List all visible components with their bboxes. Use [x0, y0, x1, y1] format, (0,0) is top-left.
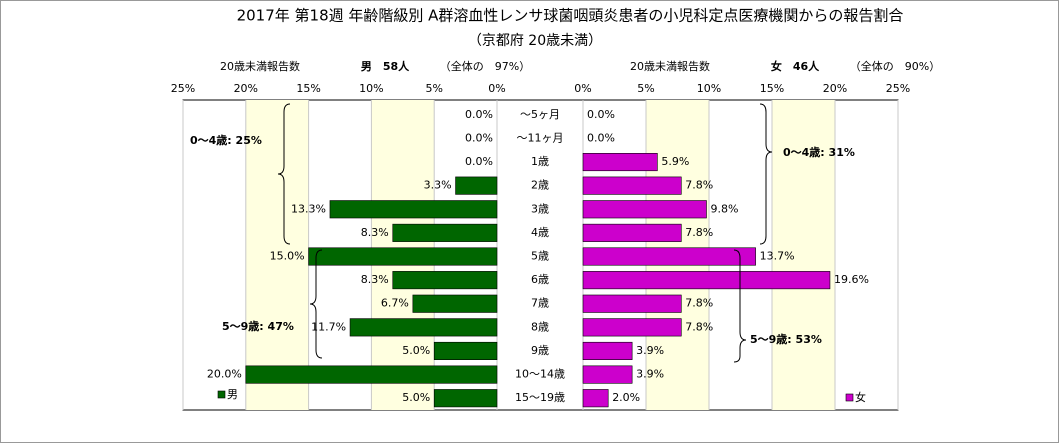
value-label: 0.0% — [587, 108, 615, 121]
category-label: 9歳 — [531, 344, 549, 357]
bar — [582, 271, 831, 290]
x-tick-label: 20% — [823, 82, 847, 95]
category-label: ～11ヶ月 — [517, 131, 564, 144]
legend-label: 男 — [227, 388, 238, 401]
value-label: 5.0% — [402, 391, 430, 404]
category-label: 15～19歳 — [515, 391, 565, 404]
value-label: 0.0% — [587, 131, 615, 144]
bar — [582, 200, 707, 219]
value-label: 5.0% — [402, 344, 430, 357]
value-label: 3.9% — [636, 368, 664, 381]
value-label: 0.0% — [465, 155, 493, 168]
x-tick-label: 0% — [488, 82, 505, 95]
x-tick-label: 5% — [637, 82, 654, 95]
header-share: （全体の 97%） — [440, 59, 530, 73]
value-label: 15.0% — [270, 250, 305, 263]
bar — [329, 200, 498, 219]
value-label: 0.0% — [465, 108, 493, 121]
bar — [433, 389, 498, 408]
value-label: 9.8% — [710, 202, 738, 215]
value-label: 20.0% — [207, 368, 242, 381]
x-tick-label: 0% — [574, 82, 591, 95]
category-label: 5歳 — [531, 250, 549, 263]
x-tick-label: 5% — [425, 82, 442, 95]
category-label: 4歳 — [531, 226, 549, 239]
category-label: 10～14歳 — [515, 368, 565, 381]
value-label: 11.7% — [311, 320, 346, 333]
value-label: 8.3% — [361, 273, 389, 286]
value-label: 0.0% — [465, 131, 493, 144]
annotation: 5～9歳: 47% — [222, 319, 294, 333]
category-label: 3歳 — [531, 202, 549, 215]
bar — [582, 318, 682, 337]
category-label: 8歳 — [531, 320, 549, 333]
legend-label: 女 — [855, 390, 866, 404]
bracket — [277, 103, 291, 245]
bar — [582, 153, 658, 172]
legend-swatch — [845, 393, 854, 402]
bar — [245, 365, 498, 384]
bar — [412, 294, 498, 313]
header-share: （全体の 90%） — [850, 59, 940, 73]
bar — [582, 247, 756, 266]
brackets — [277, 103, 773, 363]
bar — [582, 389, 609, 408]
value-label: 8.3% — [361, 226, 389, 239]
bracket — [759, 103, 773, 245]
value-label: 3.9% — [636, 344, 664, 357]
legend-swatch — [217, 390, 226, 399]
bracket — [309, 249, 323, 359]
header-count: 20歳未満報告数 — [220, 60, 300, 73]
bar — [392, 271, 498, 290]
value-label: 13.3% — [291, 202, 326, 215]
plot: 0% 5% 10% 15% 20% 25% 20歳未満報告数 男 58人 （全体の 97%） 0.… — [171, 59, 940, 411]
value-label: 19.6% — [834, 273, 869, 286]
value-label: 6.7% — [381, 297, 409, 310]
header-total: 男 58人 — [361, 59, 410, 73]
category-label: 2歳 — [531, 179, 549, 192]
header-count: 20歳未満報告数 — [630, 60, 710, 73]
category-label: 6歳 — [531, 273, 549, 286]
category-label: 1歳 — [531, 155, 549, 168]
category-label: ～5ヶ月 — [520, 108, 560, 121]
chart-title: 2017年 第18週 年齢階級別 A群溶血性レンサ球菌咽頭炎患者の小児科定点医療… — [237, 7, 904, 25]
category-label: 7歳 — [531, 297, 549, 310]
bar — [582, 365, 633, 384]
bar — [433, 341, 498, 360]
bar — [582, 223, 682, 242]
bar — [349, 318, 498, 337]
value-label: 7.8% — [685, 179, 713, 192]
annotation: 0～4歳: 25% — [190, 133, 262, 147]
bar — [455, 176, 498, 195]
bracket — [733, 249, 747, 363]
x-tick-label: 25% — [171, 82, 195, 95]
bar — [308, 247, 498, 266]
value-label: 7.8% — [685, 320, 713, 333]
chart-subtitle: （京都府 20歳未満） — [468, 33, 602, 49]
value-label: 13.7% — [760, 250, 795, 263]
annotation: 5～9歳: 53% — [750, 332, 822, 346]
x-tick-label: 15% — [296, 82, 320, 95]
annotation: 0～4歳: 31% — [783, 145, 855, 159]
grid-band — [245, 100, 309, 410]
x-tick-label: 25% — [886, 82, 910, 95]
header-total: 女 46人 — [771, 59, 820, 73]
bar — [392, 223, 498, 242]
value-label: 7.8% — [685, 226, 713, 239]
x-tick-label: 15% — [760, 82, 784, 95]
bar — [582, 176, 682, 195]
value-label: 3.3% — [424, 179, 452, 192]
x-tick-label: 10% — [359, 82, 383, 95]
x-tick-label: 20% — [234, 82, 258, 95]
value-label: 2.0% — [612, 391, 640, 404]
grid-band — [772, 100, 835, 410]
bar — [582, 341, 633, 360]
value-label: 7.8% — [685, 297, 713, 310]
x-tick-label: 10% — [697, 82, 721, 95]
bar — [582, 294, 682, 313]
value-label: 5.9% — [661, 155, 689, 168]
